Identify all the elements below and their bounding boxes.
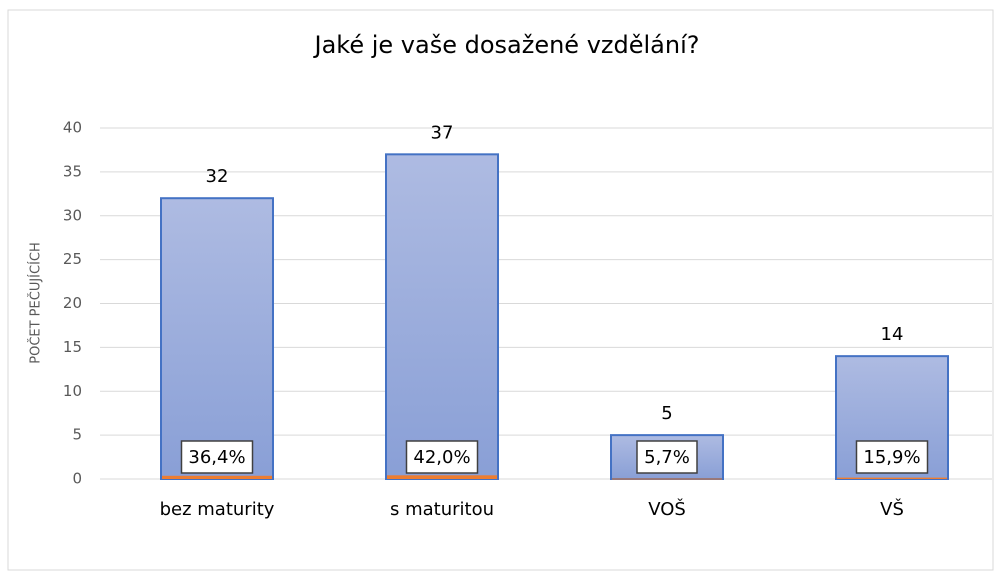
bar [160, 197, 274, 480]
value-label-box [405, 440, 479, 474]
bar [387, 475, 497, 479]
bar [837, 477, 947, 479]
bar [612, 478, 722, 480]
y-tick-label: 35 [63, 162, 82, 180]
value-label-box [855, 440, 929, 474]
y-tick-label: 20 [63, 294, 82, 312]
x-tick-label: s maturitou [390, 499, 494, 520]
value-label: 14 [881, 324, 904, 345]
y-tick-label: 25 [63, 250, 82, 268]
y-tick-label: 40 [63, 119, 82, 137]
value-label: 15,9% [863, 447, 920, 468]
value-label-box [180, 440, 254, 474]
value-label: 32 [206, 166, 229, 187]
y-tick-label: 10 [63, 382, 82, 400]
y-axis-label: POČET PEČUJÍCÍCH [28, 242, 44, 364]
bar [385, 153, 499, 480]
value-label: 42,0% [413, 447, 470, 468]
value-label: 37 [431, 122, 454, 143]
y-tick-label: 15 [63, 338, 82, 356]
value-label: 5,7% [644, 447, 690, 468]
value-label: 5 [661, 403, 672, 424]
bar [162, 475, 272, 479]
x-tick-label: bez maturity [160, 499, 275, 520]
y-tick-label: 30 [63, 206, 82, 224]
y-tick-label: 0 [72, 470, 82, 488]
y-tick-label: 5 [72, 426, 82, 444]
value-label: 36,4% [188, 447, 245, 468]
chart-title: Jaké je vaše dosažené vzdělání? [313, 31, 700, 59]
x-tick-label: VŠ [880, 498, 904, 520]
value-label-box [636, 440, 698, 474]
x-tick-label: VOŠ [648, 498, 686, 520]
chart-frame [7, 9, 994, 571]
